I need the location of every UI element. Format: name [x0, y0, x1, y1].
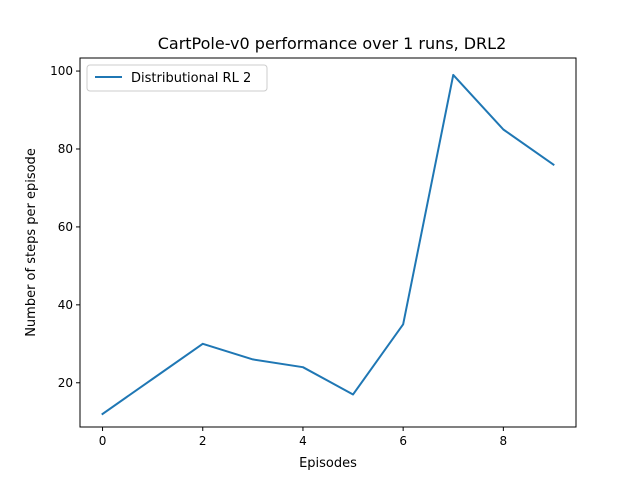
- y-tick-label: 80: [58, 142, 73, 156]
- plot-frame: [79, 57, 577, 428]
- series-layer: [101, 73, 555, 416]
- x-tick-label: 4: [299, 434, 307, 448]
- y-tick-label: 60: [58, 220, 73, 234]
- y-tick-label: 100: [50, 64, 73, 78]
- y-axis-label: Number of steps per episode: [24, 148, 39, 337]
- y-axis: 20 40 60 80 100: [50, 64, 80, 390]
- series-line-0: [101, 73, 555, 416]
- legend: Distributional RL 2: [86, 64, 268, 92]
- legend-label-distributional-rl-2: Distributional RL 2: [131, 71, 251, 86]
- x-tick-label: 2: [199, 434, 207, 448]
- x-tick-label: 6: [399, 434, 407, 448]
- legend-box: [86, 64, 268, 92]
- y-tick-label: 20: [58, 376, 73, 390]
- x-tick-label: 8: [500, 434, 508, 448]
- x-tick-label: 0: [99, 434, 107, 448]
- y-tick-label: 40: [58, 298, 73, 312]
- x-axis: 0 2 4 6 8: [99, 427, 507, 448]
- chart-title: CartPole-v0 performance over 1 runs, DRL…: [158, 34, 507, 53]
- x-axis-label: Episodes: [299, 456, 357, 471]
